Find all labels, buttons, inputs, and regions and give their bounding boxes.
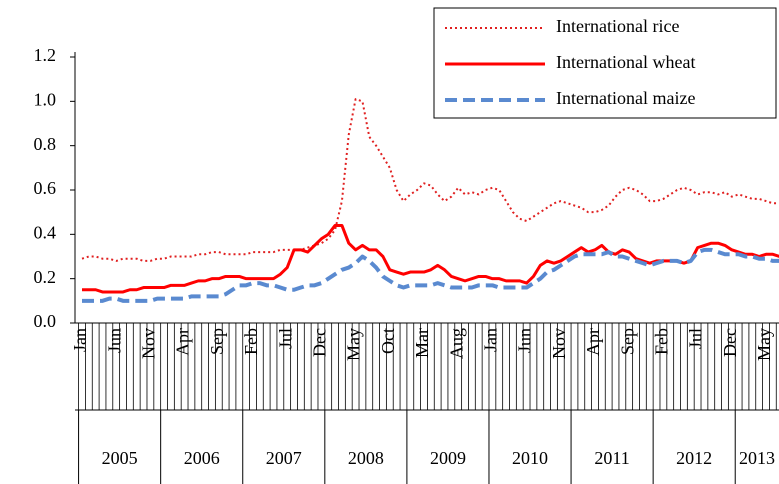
x-tick-label: Nov: [139, 328, 159, 359]
legend-label: International maize: [556, 88, 695, 108]
y-tick-label: 1.2: [34, 45, 57, 65]
legend-label: International wheat: [556, 52, 695, 72]
x-tick-label: Sep: [617, 328, 637, 355]
x-tick-label: Jul: [686, 328, 706, 349]
y-tick-label: 0.0: [34, 311, 57, 331]
year-label: 2007: [266, 448, 302, 468]
x-tick-label: Jun: [515, 328, 535, 353]
x-tick-label: Feb: [241, 328, 261, 355]
y-tick-label: 0.8: [34, 134, 57, 154]
x-tick-label: Dec: [310, 328, 330, 357]
series-line: [82, 223, 779, 294]
year-label: 2006: [184, 448, 220, 468]
year-label: 2009: [430, 448, 466, 468]
year-label: 2005: [102, 448, 138, 468]
x-tick-label: Aug: [446, 328, 466, 359]
x-tick-label: Jan: [70, 328, 90, 352]
year-label: 2010: [512, 448, 548, 468]
y-tick-label: 0.2: [34, 267, 57, 287]
y-tick-label: 1.0: [34, 89, 57, 109]
year-label: 2011: [594, 448, 629, 468]
x-tick-label: Oct: [378, 328, 398, 354]
x-tick-label: Dec: [720, 328, 740, 357]
x-tick-label: Apr: [173, 328, 193, 356]
x-tick-label: May: [754, 328, 774, 361]
year-label: 2008: [348, 448, 384, 468]
x-tick-label: Apr: [583, 328, 603, 356]
x-tick-label: Nov: [549, 328, 569, 359]
series-line: [81, 98, 779, 262]
year-label: 2013: [739, 448, 775, 468]
series-line: [82, 247, 779, 303]
x-tick-label: Jun: [104, 328, 124, 353]
x-tick-label: Mar: [412, 328, 432, 358]
x-tick-label: Feb: [652, 328, 672, 355]
legend-label: International rice: [556, 16, 679, 36]
x-tick-label: Sep: [207, 328, 227, 355]
x-tick-label: Jan: [481, 328, 501, 352]
x-tick-label: May: [344, 328, 364, 361]
year-label: 2012: [676, 448, 712, 468]
x-tick-label: Jul: [275, 328, 295, 349]
y-tick-label: 0.6: [34, 178, 57, 198]
y-tick-label: 0.4: [34, 222, 57, 242]
